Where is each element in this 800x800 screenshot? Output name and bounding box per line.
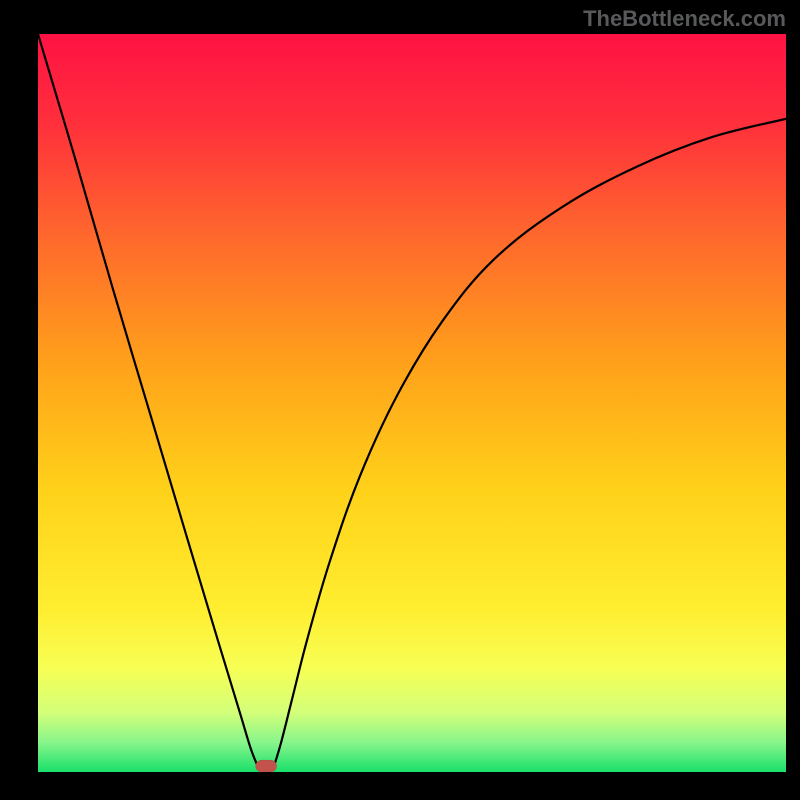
optimum-marker <box>256 760 277 772</box>
chart-frame: TheBottleneck.com <box>0 0 800 800</box>
gradient-background <box>38 34 786 772</box>
watermark-label: TheBottleneck.com <box>583 6 786 32</box>
plot-area <box>38 34 786 772</box>
chart-svg <box>38 34 786 772</box>
